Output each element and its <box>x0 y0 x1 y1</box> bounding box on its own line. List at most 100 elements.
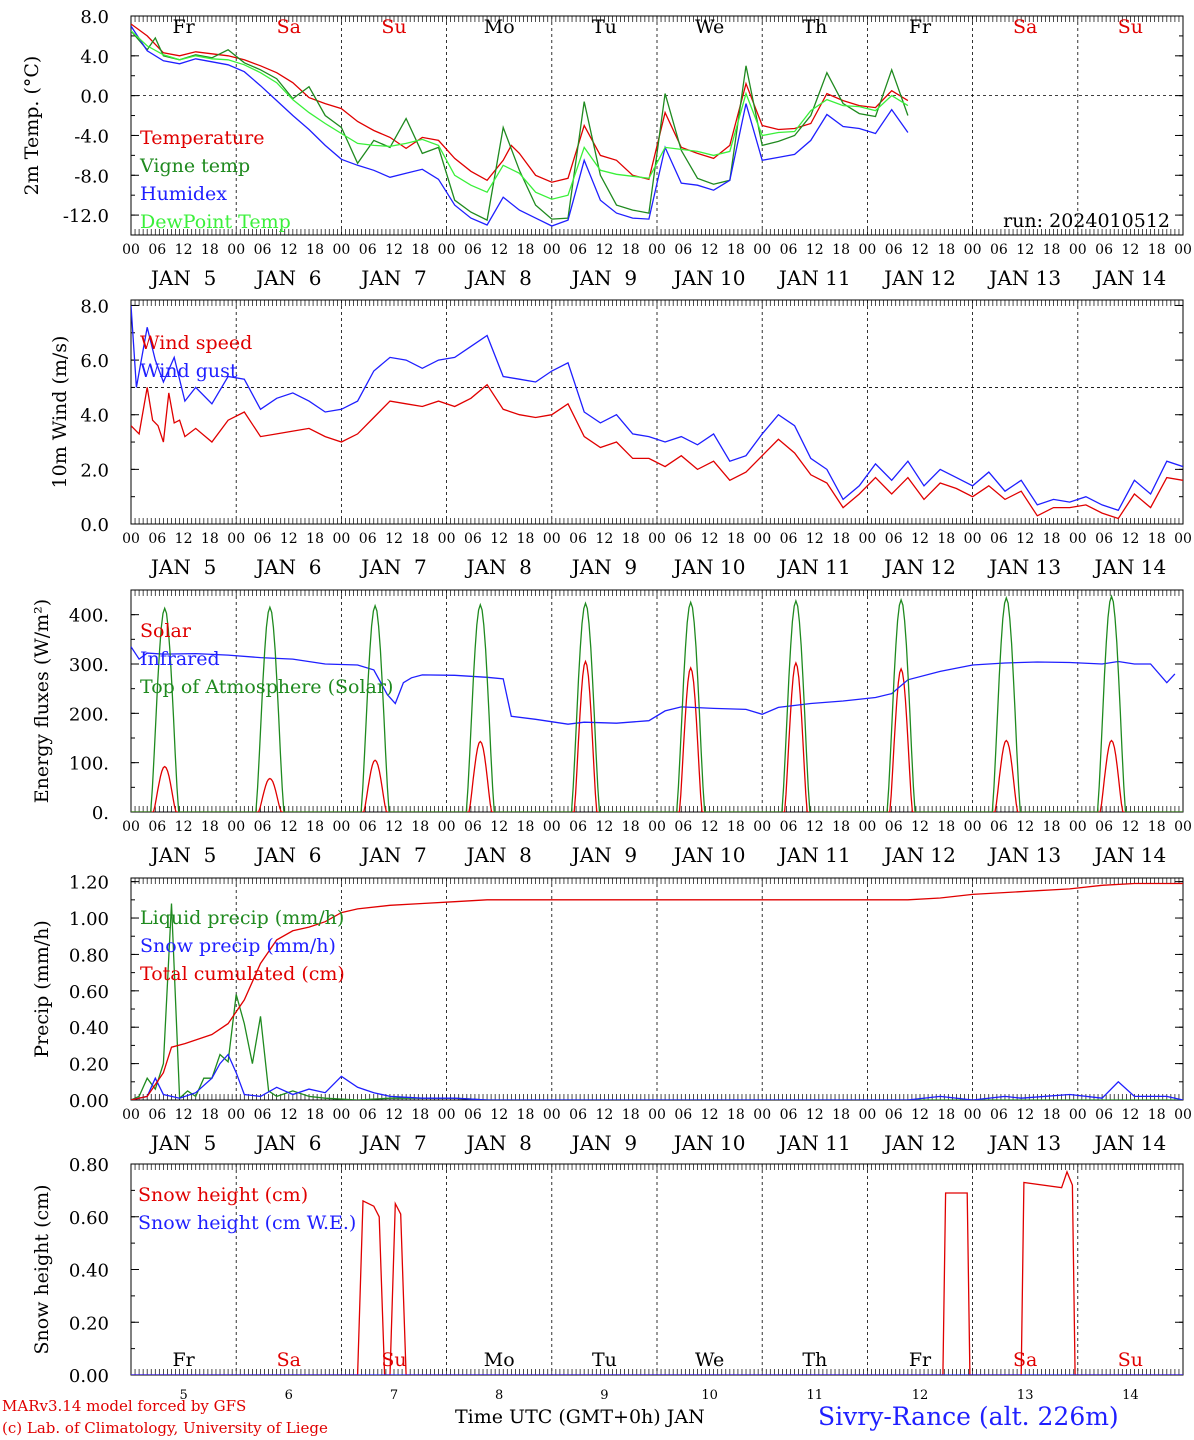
x-hour-label: 18 <box>411 242 429 258</box>
x-hour-label: 18 <box>622 819 640 835</box>
x-date-label: JAN 5 <box>149 1131 216 1155</box>
x-hour-label: 12 <box>911 242 929 258</box>
x-minor-ticks <box>130 16 1184 235</box>
x-hour-label: 12 <box>806 242 824 258</box>
plot-frame <box>130 299 1184 525</box>
x-hour-label: 06 <box>148 819 166 835</box>
x-hour-label: 06 <box>674 242 692 258</box>
x-hour-label: 12 <box>280 819 298 835</box>
x-hour-label: 18 <box>1043 1107 1061 1123</box>
y-tick-label: 6.0 <box>80 351 109 372</box>
x-hour-label: 12 <box>701 531 719 547</box>
x-hour-label: 00 <box>858 819 876 835</box>
x-hour-label: 12 <box>806 531 824 547</box>
x-hour-label: 12 <box>385 242 403 258</box>
x-hour-label: 00 <box>858 531 876 547</box>
x-hour-label: 18 <box>201 819 219 835</box>
x-hour-label: 06 <box>1095 242 1113 258</box>
x-date-label: JAN 12 <box>882 555 956 579</box>
x-hour-label: 18 <box>411 531 429 547</box>
x-hour-label: 00 <box>122 242 140 258</box>
x-hour-label: 18 <box>517 1107 535 1123</box>
series-line-snow-precip-mm-h- <box>131 1053 1183 1100</box>
x-hour-label: 06 <box>569 531 587 547</box>
x-day-number: 11 <box>807 1388 824 1403</box>
x-hour-label: 18 <box>832 819 850 835</box>
legend-entry: DewPoint Temp <box>140 211 291 233</box>
x-hour-label: 00 <box>753 242 771 258</box>
x-hour-label: 18 <box>1043 819 1061 835</box>
day-name-label: Tu <box>592 16 617 38</box>
x-hour-label: 12 <box>175 242 193 258</box>
day-name-label: Sa <box>277 1349 301 1371</box>
x-day-number: 6 <box>285 1388 293 1403</box>
x-hour-label: 18 <box>727 1107 745 1123</box>
x-hour-label: 00 <box>648 819 666 835</box>
x-day-number: 12 <box>912 1388 929 1403</box>
run-annotation: run: 2024010512 <box>1003 210 1170 232</box>
x-hour-label: 00 <box>648 531 666 547</box>
series-line-wind-speed <box>131 383 1183 520</box>
x-date-label: JAN 11 <box>777 1131 851 1155</box>
x-hour-label: 06 <box>569 242 587 258</box>
x-hour-label: 00 <box>438 1107 456 1123</box>
legend-entry: Top of Atmosphere (Solar) <box>140 676 393 698</box>
x-hour-label: 00 <box>1174 1107 1192 1123</box>
x-hour-label: 18 <box>1148 819 1166 835</box>
x-date-label: JAN 13 <box>987 843 1061 867</box>
series-line-total-cumulated-cm- <box>131 882 1183 1100</box>
x-hour-label: 12 <box>1016 819 1034 835</box>
x-date-label: JAN 7 <box>359 266 426 290</box>
x-hour-label: 00 <box>543 242 561 258</box>
x-hour-label: 06 <box>674 1107 692 1123</box>
x-hour-label: 00 <box>858 242 876 258</box>
x-hour-label: 12 <box>1121 531 1139 547</box>
x-hour-label: 12 <box>280 1107 298 1123</box>
x-hour-label: 00 <box>332 1107 350 1123</box>
x-hour-label: 12 <box>806 1107 824 1123</box>
x-hour-label: 12 <box>490 531 508 547</box>
series-line-solar <box>131 659 1183 812</box>
x-date-label: JAN 13 <box>987 1131 1061 1155</box>
y-axis-label: 2m Temp. (°C) <box>21 56 43 196</box>
legend-entry: Wind gust <box>140 360 238 382</box>
x-hour-label: 00 <box>227 1107 245 1123</box>
x-minor-ticks <box>130 878 1184 1100</box>
x-hour-label: 06 <box>885 1107 903 1123</box>
legend-entry: Solar <box>140 620 192 642</box>
x-hour-label: 00 <box>332 531 350 547</box>
x-hour-label: 18 <box>1043 531 1061 547</box>
x-hour-label: 06 <box>254 531 272 547</box>
y-tick-label: 0.60 <box>69 982 109 1003</box>
x-date-label: JAN 5 <box>149 266 216 290</box>
x-hour-label: 06 <box>569 1107 587 1123</box>
x-day-number: 8 <box>495 1388 503 1403</box>
x-hour-label: 06 <box>674 819 692 835</box>
x-minor-ticks <box>130 300 1184 524</box>
x-date-label: JAN 8 <box>464 266 531 290</box>
x-hour-label: 00 <box>543 819 561 835</box>
x-hour-label: 00 <box>964 531 982 547</box>
x-hour-label: 06 <box>464 531 482 547</box>
x-hour-label: 12 <box>1016 531 1034 547</box>
x-hour-label: 00 <box>1069 242 1087 258</box>
x-hour-label: 18 <box>201 242 219 258</box>
x-date-label: JAN 8 <box>464 843 531 867</box>
x-date-label: JAN 10 <box>672 266 746 290</box>
x-day-number: 14 <box>1122 1388 1139 1403</box>
x-date-label: JAN 10 <box>672 843 746 867</box>
x-hour-label: 18 <box>201 1107 219 1123</box>
x-hour-label: 00 <box>1174 242 1192 258</box>
x-hour-label: 12 <box>595 819 613 835</box>
y-tick-label: 4.0 <box>80 47 109 68</box>
y-axis-label: 10m Wind (m/s) <box>49 336 71 489</box>
x-hour-label: 12 <box>911 1107 929 1123</box>
y-tick-label: 2.0 <box>80 460 109 481</box>
x-date-label: JAN 11 <box>777 555 851 579</box>
x-hour-label: 12 <box>911 531 929 547</box>
y-tick-label: -4.0 <box>74 126 109 147</box>
y-axis-label: Energy fluxes (W/m²) <box>31 599 53 803</box>
x-hour-label: 18 <box>937 242 955 258</box>
series-line-liquid-precip-mm-h- <box>131 903 1183 1100</box>
